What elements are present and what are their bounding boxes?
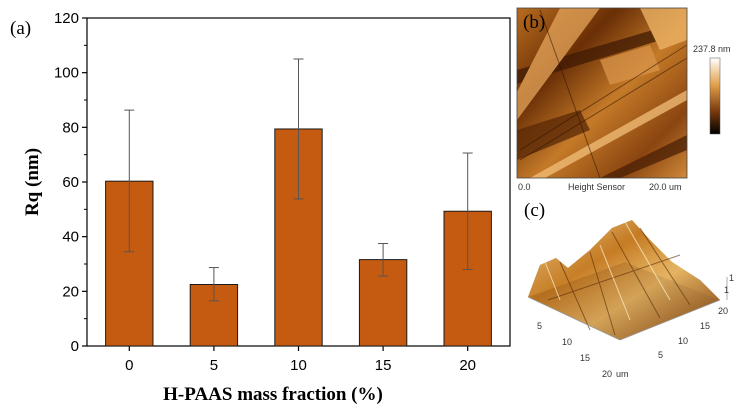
y-tick-label: 40 [62, 229, 79, 246]
afm-height-image: 237.8 nm 0.0 Height Sensor 20.0 um [516, 7, 731, 192]
y-axis-tick: 15 [700, 321, 710, 331]
x-tick-label: 0 [125, 357, 133, 374]
x-tick-label: 20 [459, 357, 476, 374]
y-tick-label: 60 [62, 174, 79, 191]
panel-label-a: (a) [10, 18, 32, 39]
x-axis-tick: 5 [537, 321, 542, 331]
x-tick-label: 5 [210, 357, 218, 374]
error-bars [124, 58, 473, 302]
y-axis-tick: 10 [678, 336, 688, 346]
y-tick-label: 0 [71, 338, 79, 355]
x-axis-tick: 20 [602, 369, 612, 379]
y-axis-tick: 5 [658, 350, 663, 360]
y-tick-label: 120 [54, 10, 79, 27]
afm-x-end: 20.0 um [649, 182, 682, 192]
bar-chart: 0 20 40 60 80 100 120 0 5 10 15 20 H-PAAS mass fra… [22, 10, 511, 405]
y-tick-label: 100 [54, 65, 79, 82]
afm-x-start: 0.0 [518, 182, 531, 192]
afm-sensor-label: Height Sensor [568, 182, 625, 192]
y-tick-label: 80 [62, 119, 79, 136]
x-axis-tick: 15 [580, 353, 590, 363]
axis-unit: um [616, 369, 629, 379]
x-axis-label: H-PAAS mass fraction (%) [163, 384, 383, 405]
y-axis-label: Rq (nm) [22, 148, 43, 216]
x-axis-tick: 10 [562, 337, 572, 347]
color-scale-max: 237.8 nm [693, 44, 731, 54]
color-scale-bar [709, 57, 721, 135]
y-axis-tick: 20 [718, 306, 728, 316]
x-axis: 0 5 10 15 20 [125, 346, 476, 374]
y-tick-label: 20 [62, 283, 79, 300]
x-tick-label: 10 [290, 357, 307, 374]
afm-3d-surface: 1 5 10 15 20 um 5 10 15 20 1 [527, 220, 734, 379]
panel-label-b: (b) [523, 12, 546, 33]
x-tick-label: 15 [375, 357, 392, 374]
panel-label-c: (c) [524, 200, 546, 221]
y-axis: 0 20 40 60 80 100 120 [54, 10, 87, 355]
z-axis-value: 1 [724, 285, 729, 295]
afm-texture [517, 8, 687, 178]
z-axis-tick: 1 [729, 273, 734, 283]
